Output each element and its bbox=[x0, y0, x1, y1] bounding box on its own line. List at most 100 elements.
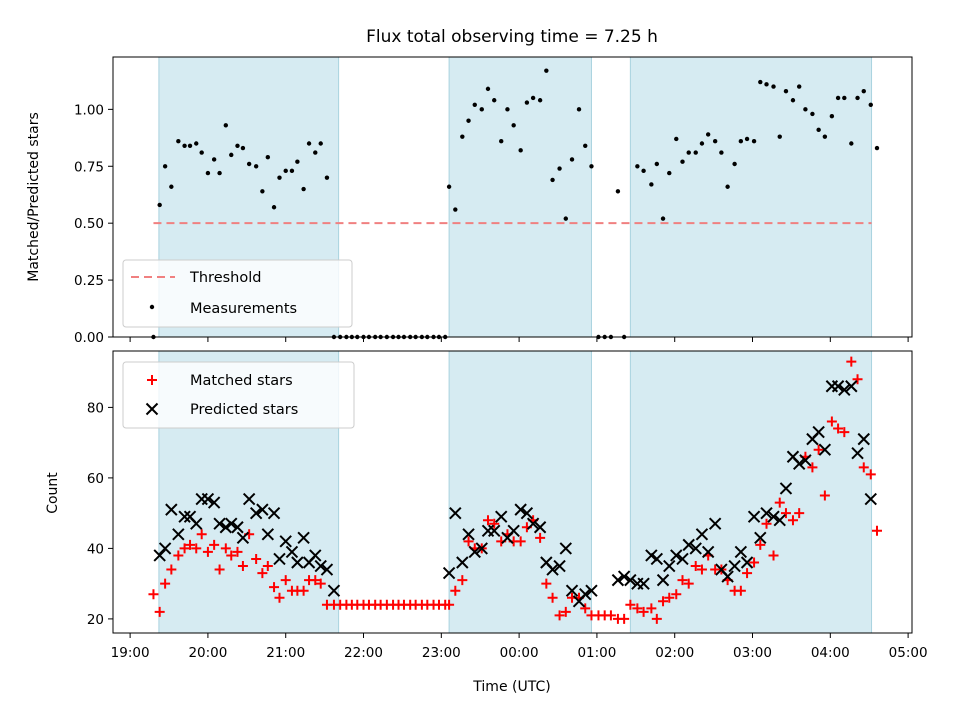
predicted-star-point bbox=[663, 559, 676, 573]
measurement-point bbox=[396, 334, 401, 340]
predicted-star-point bbox=[153, 549, 166, 562]
matched-star-point bbox=[813, 444, 824, 455]
measurement-point bbox=[295, 159, 300, 164]
x-tick-label: 01:00 bbox=[577, 645, 616, 661]
matched-star-point bbox=[237, 561, 248, 572]
matched-star-point bbox=[651, 613, 662, 624]
matched-star-point bbox=[173, 550, 184, 561]
measurement-point bbox=[796, 84, 802, 89]
matched-star-point bbox=[839, 427, 850, 438]
matched-star-point bbox=[191, 543, 202, 554]
measurement-point bbox=[492, 98, 497, 103]
measurement-point bbox=[602, 334, 607, 340]
predicted-star-point bbox=[721, 570, 734, 583]
predicted-star-point bbox=[708, 517, 722, 530]
matched-star-point bbox=[214, 564, 225, 575]
predicted-star-point bbox=[553, 559, 566, 573]
measurement-point bbox=[530, 95, 536, 101]
measurement-point bbox=[151, 334, 156, 340]
matched-star-point bbox=[444, 599, 455, 610]
measurement-point bbox=[829, 113, 835, 119]
measurement-point bbox=[641, 168, 646, 174]
measurement-point bbox=[790, 98, 796, 103]
matched-star-point bbox=[696, 564, 707, 575]
observing-window bbox=[629, 350, 873, 634]
measurement-point bbox=[205, 170, 211, 176]
measurement-point bbox=[499, 139, 504, 144]
measurement-point bbox=[576, 107, 582, 112]
measurement-point bbox=[425, 334, 430, 340]
panel-matched-ratio: 0.00 0.25 0.50 0.75 1.00 Matched/Predicted s… bbox=[26, 56, 913, 346]
measurement-point bbox=[635, 164, 640, 169]
matched-star-point bbox=[251, 553, 262, 564]
legend-matched-label: Matched stars bbox=[190, 373, 293, 389]
legend-predicted-marker bbox=[145, 402, 159, 416]
y-axis-ticks-bottom: 20 40 60 80 bbox=[87, 400, 113, 628]
measurement-point bbox=[301, 186, 306, 192]
matched-star-point bbox=[457, 575, 468, 586]
y-tick-label: 0.00 bbox=[74, 330, 104, 346]
predicted-star-point bbox=[857, 432, 870, 446]
measurement-point bbox=[732, 161, 737, 167]
observing-window bbox=[448, 56, 592, 338]
measurement-point bbox=[751, 139, 757, 144]
measurement-point bbox=[667, 170, 672, 176]
predicted-star-point bbox=[207, 496, 221, 509]
measurement-point bbox=[344, 334, 349, 340]
measurement-point bbox=[182, 143, 187, 148]
measurement-point bbox=[337, 334, 343, 340]
measurement-point bbox=[842, 95, 847, 101]
predicted-star-point bbox=[792, 457, 806, 471]
matched-star-point bbox=[632, 603, 643, 614]
matched-star-point bbox=[625, 599, 636, 610]
measurement-point bbox=[169, 184, 174, 189]
x-tick-label: 23:00 bbox=[422, 645, 461, 661]
predicted-star-point bbox=[617, 570, 631, 583]
matched-star-point bbox=[554, 610, 565, 621]
predicted-star-point bbox=[201, 492, 215, 506]
measurement-point bbox=[176, 139, 181, 144]
matched-star-point bbox=[209, 539, 220, 550]
predicted-star-point bbox=[236, 531, 250, 545]
predicted-star-point bbox=[728, 559, 741, 573]
matched-star-point bbox=[232, 546, 243, 557]
measurement-point bbox=[331, 334, 337, 340]
measurement-point bbox=[537, 98, 543, 103]
measurement-point bbox=[366, 334, 372, 340]
predicted-star-point bbox=[520, 506, 534, 520]
measurement-point bbox=[384, 334, 390, 340]
matched-star-point bbox=[735, 585, 746, 596]
predicted-star-point bbox=[165, 503, 178, 516]
matched-star-point bbox=[160, 578, 171, 589]
predicted-star-point bbox=[225, 517, 238, 530]
predicted-star-point bbox=[178, 510, 191, 523]
measurement-point bbox=[868, 102, 873, 108]
matched-star-point bbox=[515, 536, 526, 547]
matched-star-point bbox=[826, 416, 837, 427]
predicted-star-point bbox=[656, 573, 670, 587]
measurement-point bbox=[277, 175, 282, 180]
legend-box-top bbox=[122, 259, 353, 328]
legend-matched-marker bbox=[147, 375, 157, 385]
measurement-point bbox=[372, 334, 378, 340]
predicted-star-point bbox=[740, 556, 754, 569]
predicted-star-point bbox=[864, 492, 877, 506]
measurement-point bbox=[306, 141, 312, 146]
legend-box-bottom bbox=[122, 361, 355, 429]
measurement-point bbox=[686, 150, 691, 155]
x-axis-ticks-bottom: 19:00 20:00 21:00 22:00 23:00 00:00 01:00 02:00… bbox=[111, 633, 928, 661]
matched-star-point bbox=[819, 490, 830, 501]
measurement-point bbox=[544, 68, 549, 73]
matched-star-point bbox=[683, 578, 694, 589]
measurement-point bbox=[349, 334, 355, 340]
measurement-point bbox=[725, 184, 730, 189]
measurement-point bbox=[229, 152, 234, 158]
predicted-star-point bbox=[158, 542, 172, 555]
measurement-point bbox=[401, 334, 407, 340]
measurement-point bbox=[511, 123, 516, 128]
chart-title: Flux total observing time = 7.25 h bbox=[366, 27, 658, 47]
measurement-point bbox=[621, 334, 627, 340]
predicted-star-point bbox=[267, 506, 281, 520]
measurement-point bbox=[855, 95, 860, 101]
measurement-point bbox=[783, 88, 789, 94]
